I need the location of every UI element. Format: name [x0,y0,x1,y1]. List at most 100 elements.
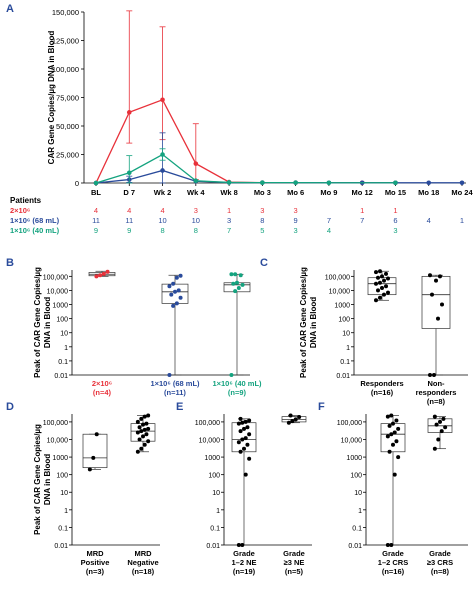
y-tick-label: 0.01 [348,543,362,550]
patients-title: Patients [10,196,42,205]
y-tick-label: 1 [358,508,362,515]
data-point [139,416,144,421]
group-label: Negative [127,558,158,567]
data-point [226,180,232,185]
data-point [137,437,142,442]
data-point [247,456,252,461]
group-n: (n=8) [427,397,446,406]
patients-count: 1 [393,206,397,215]
data-point [293,180,298,185]
data-point [160,152,165,157]
data-point [245,442,250,447]
panel-label-c: C [260,257,268,269]
y-tick-label: 0.01 [206,543,220,550]
data-point [146,426,151,431]
patients-count: 3 [294,226,298,235]
data-point [378,280,382,285]
y-tick-label: 1000 [204,455,220,462]
data-point [243,419,248,424]
data-point [430,292,434,297]
data-point [238,449,243,454]
group-n: (n=8) [431,567,450,576]
data-point [236,285,241,290]
data-point [233,289,238,294]
data-point [384,271,388,276]
data-point [428,273,432,278]
patients-count: 4 [160,206,164,215]
data-point [394,418,399,423]
y-tick-label: 10,000 [329,288,351,295]
data-point [434,278,438,283]
data-point [193,178,199,184]
patients-count: 11 [92,216,100,225]
patients-count: 7 [327,216,331,225]
data-point [231,281,236,286]
group-n: (n=16) [382,567,405,576]
data-point [101,271,106,276]
y-tick-label: 0.01 [336,373,350,380]
y-tick-label: 10,000 [199,437,221,444]
data-point [436,437,441,442]
y-tick-label: 0.01 [54,373,68,380]
patients-count: 6 [393,216,397,225]
data-point [378,295,382,300]
data-point [380,274,384,279]
data-point [426,180,432,186]
data-point [229,272,234,277]
panel-label-f: F [318,401,325,413]
data-point [233,272,238,277]
data-point [144,421,149,426]
y-tick-label-a: 125,000 [52,37,79,46]
group-n: (n=19) [233,567,256,576]
data-point [459,180,465,186]
data-point [389,543,394,547]
y-tick-label: 1000 [52,455,68,462]
data-point [105,269,110,274]
data-point [137,425,142,430]
data-point [240,420,245,425]
data-point [160,168,165,173]
data-point [385,434,390,439]
panel-d-chart: 100,000 10,000 1000 100 10 1 0.1 0.01 Peak of CA… [33,413,160,576]
data-point [393,180,398,186]
y-tick-label-a: 150,000 [52,8,79,17]
data-point [384,284,388,289]
y-tick-label: 1 [216,508,220,515]
patients-count: 4 [127,206,131,215]
data-point [385,414,390,419]
group-label: Grade [429,549,451,558]
data-point [288,413,293,418]
y-tick-label: 100 [338,317,350,324]
box [421,275,451,329]
group-label: responders [416,388,457,397]
data-point [286,420,291,425]
group-label: MRD [86,549,104,558]
patients-count: 9 [294,216,298,225]
y-tick-label: 10,000 [341,437,363,444]
x-tick-label-a: Mo 18 [418,188,439,197]
group-label: Positive [81,558,110,567]
data-point [391,442,395,447]
data-point [247,432,252,437]
x-tick-label-a: Mo 9 [320,188,337,197]
group-label: Non- [427,379,445,388]
panel-label-a: A [6,3,14,15]
data-point [135,419,140,424]
y-tick-label: 1 [64,508,68,515]
data-point [142,427,147,432]
data-point [135,430,140,435]
y-axis-label: Peak of CAR Gene Copies/µg [33,267,42,378]
data-point [242,446,246,451]
group-n: (n=3) [86,567,105,576]
y-axis-label: Peak of CAR Gene Copies/µg [33,424,42,535]
data-point [242,426,246,431]
data-point [428,373,432,377]
patients-count: 1 [227,206,231,215]
x-tick-label-a: BL [91,188,101,197]
data-point [385,543,390,547]
patients-count: 7 [227,226,231,235]
data-point [167,373,172,377]
patients-count: 1 [360,206,364,215]
data-point [382,278,386,283]
